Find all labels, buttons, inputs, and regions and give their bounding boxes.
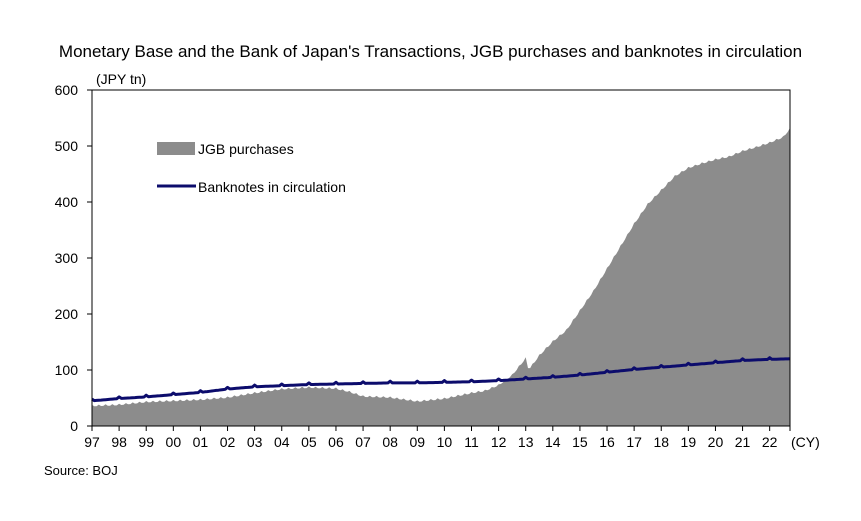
legend-swatch-jgb-purchases: [157, 142, 195, 155]
legend: JGB purchases Banknotes in circulation: [157, 141, 346, 195]
x-tick-label: 01: [193, 434, 209, 450]
x-tick-label: 13: [518, 434, 534, 450]
y-axis-label: (JPY tn): [96, 71, 146, 87]
y-tick-label: 600: [55, 82, 79, 98]
x-tick-label: 18: [653, 434, 669, 450]
series-area-jgb-purchases: [92, 127, 790, 426]
x-tick-label: 03: [247, 434, 263, 450]
x-tick-label: 99: [138, 434, 154, 450]
x-tick-label: 08: [382, 434, 398, 450]
x-tick-label: 19: [681, 434, 697, 450]
x-tick-label: 97: [84, 434, 100, 450]
x-tick-label: 12: [491, 434, 507, 450]
x-tick-label: 07: [355, 434, 371, 450]
x-tick-label: 98: [111, 434, 127, 450]
y-tick-label: 500: [55, 138, 79, 154]
y-tick-label: 300: [55, 250, 79, 266]
x-tick-label: 21: [735, 434, 751, 450]
x-tick-label: 00: [166, 434, 182, 450]
x-tick-label: 02: [220, 434, 236, 450]
y-tick-label: 0: [70, 418, 78, 434]
legend-label-jgb-purchases: JGB purchases: [198, 141, 294, 157]
x-axis-label: (CY): [791, 434, 820, 450]
x-tick-label: 10: [437, 434, 453, 450]
legend-label-banknotes: Banknotes in circulation: [198, 179, 346, 195]
y-tick-label: 100: [55, 362, 79, 378]
source-note: Source: BOJ: [44, 463, 118, 478]
x-tick-label: 20: [708, 434, 724, 450]
x-tick-label: 06: [328, 434, 344, 450]
x-tick-label: 14: [545, 434, 561, 450]
y-tick-label: 200: [55, 306, 79, 322]
chart-title: Monetary Base and the Bank of Japan's Tr…: [58, 42, 803, 61]
y-tick-label: 400: [55, 194, 79, 210]
x-tick-label: 16: [599, 434, 615, 450]
x-tick-label: 11: [464, 434, 479, 450]
series-line-banknotes: [91, 356, 791, 403]
x-tick-label: 22: [762, 434, 778, 450]
x-tick-label: 09: [409, 434, 425, 450]
x-tick-label: 15: [572, 434, 588, 450]
x-tick-label: 05: [301, 434, 317, 450]
x-tick-label: 17: [626, 434, 642, 450]
x-tick-label: 04: [274, 434, 290, 450]
